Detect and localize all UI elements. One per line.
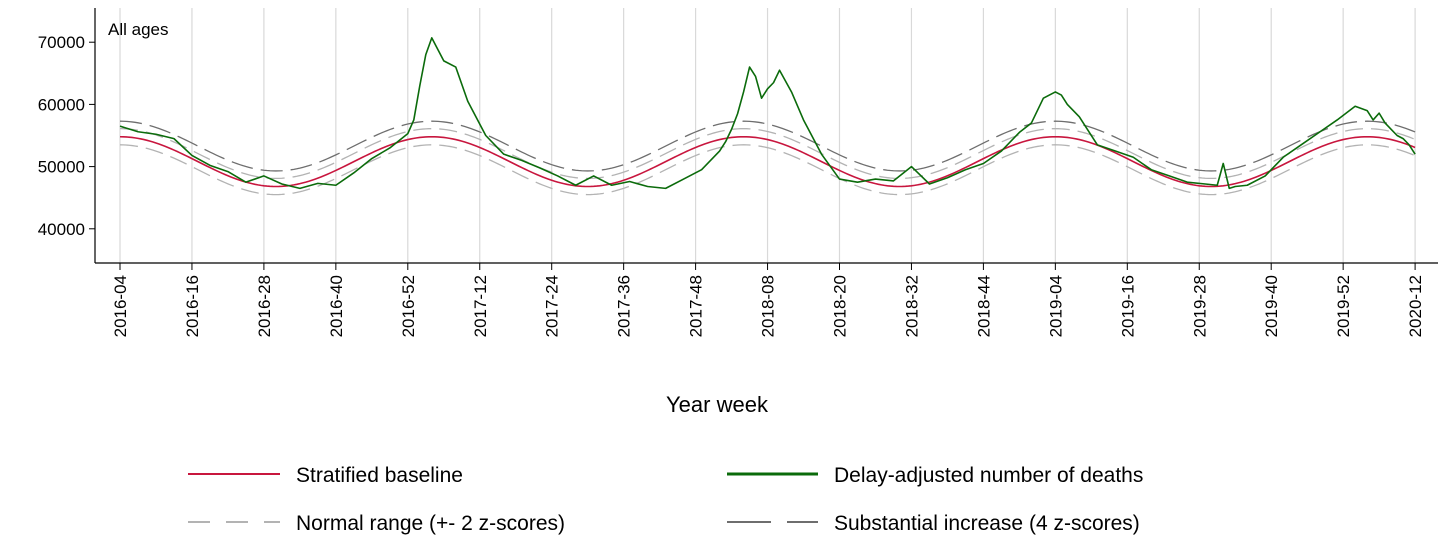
delay-adjusted-deaths-line: [119, 37, 1416, 190]
x-tick-label-2019-16: 2019-16: [1118, 275, 1137, 337]
x-tick-label-2016-40: 2016-40: [327, 275, 346, 337]
panel-label: All ages: [108, 20, 168, 39]
x-tick-label-2018-32: 2018-32: [902, 275, 921, 337]
stratified-baseline-line: [119, 135, 1416, 188]
legend-label-deaths: Delay-adjusted number of deaths: [834, 464, 1143, 487]
x-axis-title: Year week: [666, 392, 769, 417]
series: [119, 37, 1416, 196]
x-tick-label-2018-20: 2018-20: [831, 275, 850, 337]
x-tick-label-2018-08: 2018-08: [759, 275, 778, 337]
x-tick-label-2017-12: 2017-12: [471, 275, 490, 337]
x-tick-label-2016-28: 2016-28: [255, 275, 274, 337]
axes: 40000 50000 60000 70000 2016-04 2016-16 2016-2…: [38, 8, 1438, 337]
x-tick-label-2017-48: 2017-48: [687, 275, 706, 337]
x-tick-label-2020-12: 2020-12: [1406, 275, 1425, 337]
x-tick-label-2016-04: 2016-04: [111, 275, 130, 337]
legend: Stratified baseline Delay-adjusted numbe…: [188, 464, 1143, 535]
gridlines: [119, 8, 1416, 263]
x-tick-label-2016-16: 2016-16: [183, 275, 202, 337]
y-tick-label-40000: 40000: [38, 220, 85, 239]
x-tick-label-2019-52: 2019-52: [1334, 275, 1353, 337]
x-tick-label-2018-44: 2018-44: [974, 275, 993, 337]
normal-range-lower-line: [119, 144, 1416, 196]
substantial-increase-line: [119, 120, 1416, 172]
x-tick-label-2019-04: 2019-04: [1046, 275, 1065, 337]
x-tick-label-2017-36: 2017-36: [615, 275, 634, 337]
x-tick-label-2019-28: 2019-28: [1190, 275, 1209, 337]
x-tick-label-2019-40: 2019-40: [1262, 275, 1281, 337]
y-tick-label-70000: 70000: [38, 33, 85, 52]
y-tick-label-60000: 60000: [38, 95, 85, 114]
legend-label-substantial-increase: Substantial increase (4 z-scores): [834, 512, 1140, 535]
normal-range-upper-line: [119, 128, 1416, 180]
legend-label-normal-range: Normal range (+- 2 z-scores): [296, 512, 565, 535]
x-tick-label-2017-24: 2017-24: [543, 275, 562, 337]
y-tick-label-50000: 50000: [38, 158, 85, 177]
x-tick-label-2016-52: 2016-52: [399, 275, 418, 337]
legend-label-baseline: Stratified baseline: [296, 464, 463, 487]
